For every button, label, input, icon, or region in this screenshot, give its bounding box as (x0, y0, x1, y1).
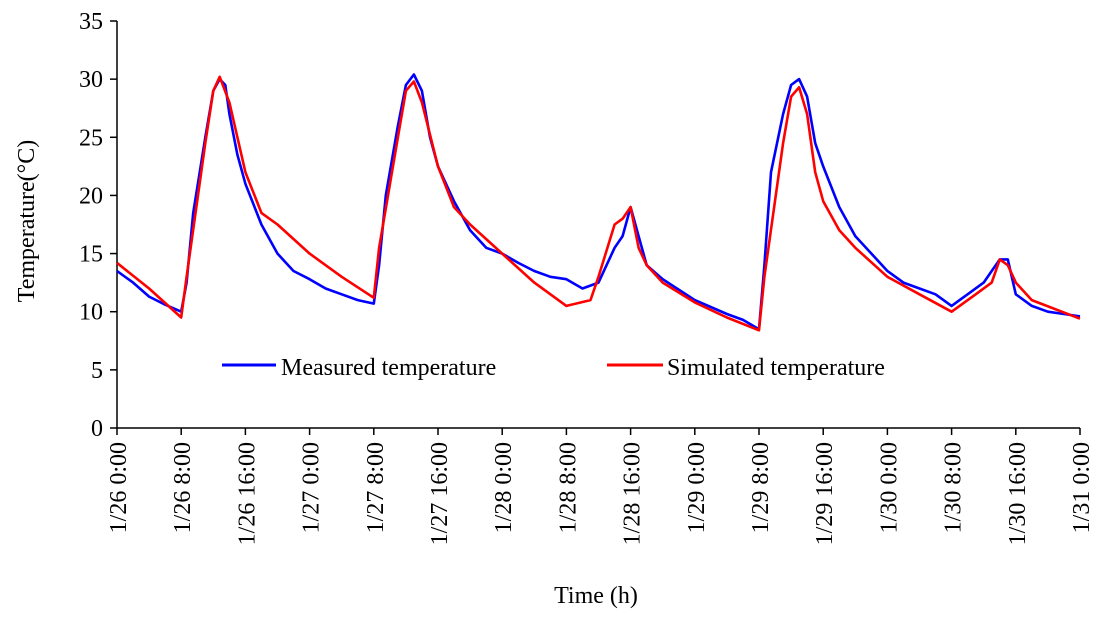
x-tick-label: 1/27 0:00 (299, 442, 325, 533)
simulated-temperature-line (116, 75, 1081, 332)
x-tick-label: 1/26 8:00 (170, 442, 196, 533)
x-tick-label: 1/28 8:00 (555, 442, 581, 533)
y-tick-label: 25 (79, 125, 103, 151)
series-layer (116, 73, 1081, 332)
y-tick-label: 35 (79, 9, 103, 35)
x-tick-label: 1/26 0:00 (106, 442, 132, 533)
x-axis-ticks: 1/26 0:00 1/26 8:00 1/26 16:00 1/27 0:00 1/2… (106, 428, 1095, 545)
axes (116, 21, 1080, 429)
x-tick-label: 1/30 16:00 (1005, 442, 1031, 545)
y-axis-ticks: 0 5 10 15 20 25 30 35 (79, 9, 117, 442)
x-tick-label: 1/27 16:00 (427, 442, 453, 545)
legend: Measured temperature Simulated temperatu… (222, 355, 885, 381)
y-tick-label: 5 (91, 358, 103, 384)
legend-label-measured: Measured temperature (281, 355, 496, 381)
x-tick-label: 1/29 16:00 (812, 442, 838, 545)
x-tick-label: 1/30 8:00 (941, 442, 967, 533)
measured-temperature-line (116, 73, 1081, 331)
x-tick-label: 1/30 0:00 (876, 442, 902, 533)
y-tick-label: 15 (79, 242, 103, 268)
y-tick-label: 10 (79, 300, 103, 326)
y-tick-label: 20 (79, 183, 103, 209)
x-tick-label: 1/29 8:00 (748, 442, 774, 533)
x-tick-label: 1/28 16:00 (620, 442, 646, 545)
x-tick-label: 1/27 8:00 (363, 442, 389, 533)
y-tick-label: 0 (91, 416, 103, 442)
y-tick-label: 30 (79, 67, 103, 93)
x-tick-label: 1/26 16:00 (234, 442, 260, 545)
x-tick-label: 1/29 0:00 (684, 442, 710, 533)
legend-label-simulated: Simulated temperature (667, 355, 885, 381)
x-tick-label: 1/28 0:00 (491, 442, 517, 533)
x-tick-label: 1/31 0:00 (1069, 442, 1095, 533)
y-axis-label: Temperature(°C) (14, 140, 40, 303)
x-axis-label: Time (h) (554, 583, 638, 609)
